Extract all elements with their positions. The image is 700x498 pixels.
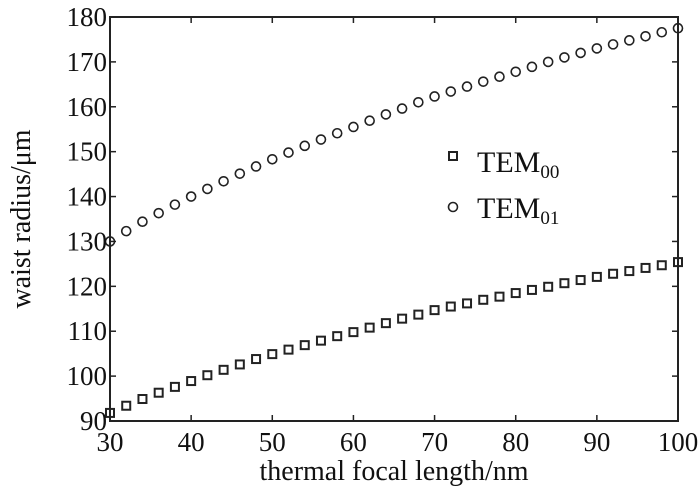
axis-ticks: 30 40 50 60 70 80 90 100 90 100 110 120 130 140 150 160… bbox=[67, 2, 699, 457]
data-point-tem01 bbox=[234, 168, 246, 179]
data-point-tem00 bbox=[656, 260, 667, 271]
data-point-tem00 bbox=[364, 322, 375, 333]
data-point-tem01 bbox=[266, 153, 278, 165]
data-point-tem01 bbox=[283, 147, 294, 158]
data-point-tem00 bbox=[445, 301, 456, 312]
x-tick-label: 90 bbox=[583, 427, 610, 457]
data-point-tem00 bbox=[299, 340, 310, 351]
data-point-tem00 bbox=[608, 268, 619, 279]
data-point-tem01 bbox=[429, 91, 440, 102]
y-tick-label: 110 bbox=[68, 316, 108, 346]
data-point-tem00 bbox=[169, 381, 180, 392]
data-point-tem00 bbox=[494, 291, 505, 302]
x-tick-label: 40 bbox=[178, 427, 205, 457]
data-point-tem00 bbox=[315, 335, 326, 346]
x-tick-label: 100 bbox=[658, 427, 699, 457]
data-point-tem00 bbox=[575, 275, 586, 286]
y-tick-label: 140 bbox=[67, 182, 108, 212]
data-point-tem00 bbox=[283, 344, 294, 355]
data-point-tem00 bbox=[397, 313, 408, 324]
data-point-tem00 bbox=[413, 309, 424, 320]
data-point-tem00 bbox=[186, 376, 197, 387]
y-tick-label: 160 bbox=[67, 92, 108, 122]
x-tick-label: 80 bbox=[502, 427, 529, 457]
data-point-tem01 bbox=[542, 56, 554, 68]
data-point-tem00 bbox=[380, 318, 391, 329]
data-point-tem01 bbox=[120, 225, 132, 237]
data-point-tem00 bbox=[543, 281, 554, 292]
data-point-tem01 bbox=[624, 35, 635, 46]
legend-label-tem00: TEM00 bbox=[477, 146, 559, 183]
data-point-tem00 bbox=[559, 278, 570, 289]
x-tick-label: 70 bbox=[421, 427, 448, 457]
series-tem00 bbox=[105, 257, 683, 418]
legend-marker-tem01 bbox=[447, 201, 459, 213]
data-point-tem01 bbox=[299, 140, 311, 152]
data-point-tem01 bbox=[185, 191, 197, 202]
data-point-tem01 bbox=[331, 127, 343, 139]
data-point-tem00 bbox=[267, 349, 278, 360]
data-point-tem01 bbox=[510, 66, 522, 78]
data-point-tem01 bbox=[396, 103, 408, 114]
legend-label-tem01: TEM01 bbox=[477, 192, 559, 229]
data-point-tem01 bbox=[575, 47, 586, 59]
data-point-tem01 bbox=[315, 134, 327, 145]
data-point-tem00 bbox=[526, 284, 537, 295]
data-point-tem00 bbox=[348, 327, 359, 338]
x-tick-label: 30 bbox=[97, 427, 124, 457]
data-point-tem00 bbox=[137, 394, 148, 405]
legend-marker-tem00 bbox=[448, 151, 458, 161]
data-point-tem01 bbox=[607, 39, 619, 50]
data-point-tem00 bbox=[332, 331, 343, 342]
data-point-tem01 bbox=[526, 61, 538, 73]
x-tick-label: 50 bbox=[259, 427, 286, 457]
y-tick-label: 120 bbox=[67, 271, 108, 301]
data-point-tem01 bbox=[202, 183, 213, 195]
data-point-tem01 bbox=[656, 26, 668, 38]
data-point-tem01 bbox=[169, 199, 181, 210]
data-point-tem00 bbox=[478, 294, 489, 305]
data-point-tem00 bbox=[462, 298, 473, 309]
y-axis-label: waist radius/μm bbox=[6, 129, 37, 308]
legend: TEM00 TEM01 bbox=[447, 146, 559, 229]
data-point-tem01 bbox=[591, 43, 603, 54]
y-tick-label: 100 bbox=[67, 361, 108, 391]
data-point-tem00 bbox=[510, 288, 521, 299]
data-point-tem01 bbox=[380, 109, 392, 120]
data-point-tem00 bbox=[121, 400, 132, 411]
data-point-tem01 bbox=[348, 121, 359, 133]
y-tick-label: 170 bbox=[67, 47, 108, 77]
data-point-tem01 bbox=[477, 76, 489, 87]
data-point-tem01 bbox=[413, 96, 424, 108]
data-point-tem00 bbox=[591, 271, 602, 282]
data-point-tem01 bbox=[153, 207, 164, 219]
data-point-tem00 bbox=[251, 354, 262, 365]
data-point-tem00 bbox=[153, 387, 164, 398]
data-point-tem01 bbox=[559, 52, 570, 63]
data-point-tem01 bbox=[445, 86, 457, 97]
y-tick-label: 130 bbox=[67, 226, 108, 256]
data-point-tem01 bbox=[137, 216, 148, 227]
y-tick-label: 90 bbox=[80, 406, 107, 436]
data-point-tem01 bbox=[250, 161, 262, 172]
data-point-tem00 bbox=[218, 364, 229, 375]
data-point-tem01 bbox=[494, 71, 505, 83]
x-tick-label: 60 bbox=[340, 427, 367, 457]
data-point-tem00 bbox=[234, 359, 245, 370]
data-marks bbox=[104, 22, 684, 418]
data-point-tem00 bbox=[624, 266, 635, 277]
data-point-tem01 bbox=[218, 175, 229, 187]
x-axis-label: thermal focal length/nm bbox=[259, 456, 528, 487]
plot-frame bbox=[109, 16, 679, 422]
y-tick-label: 150 bbox=[67, 137, 108, 167]
data-point-tem00 bbox=[640, 262, 651, 273]
data-point-tem01 bbox=[640, 31, 651, 42]
y-tick-label: 180 bbox=[67, 2, 108, 32]
data-point-tem01 bbox=[461, 81, 473, 92]
data-point-tem00 bbox=[202, 370, 213, 381]
series-tem01 bbox=[104, 22, 684, 247]
data-point-tem00 bbox=[429, 305, 440, 316]
data-point-tem01 bbox=[364, 115, 375, 126]
